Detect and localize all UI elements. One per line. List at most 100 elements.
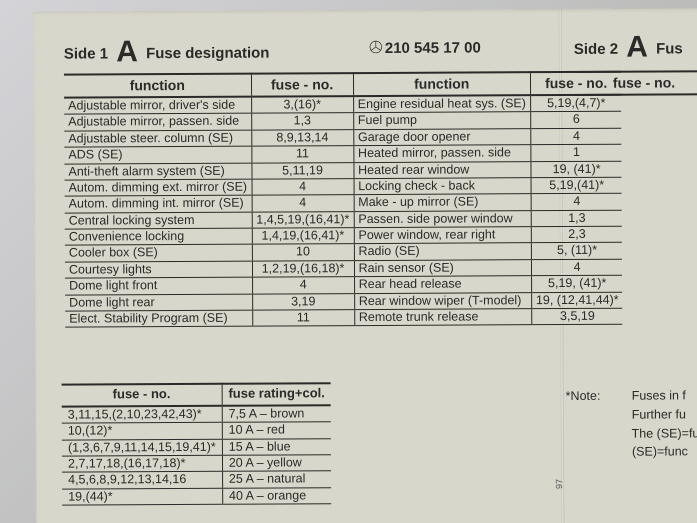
cell-fuseno: 3,(16)* (251, 96, 353, 113)
fuse-card: Side 1 A Fuse designation 210 545 17 00 … (34, 8, 697, 523)
cell-function: Remote trunk release (354, 309, 531, 326)
header-side2: Side 2 A Fus (574, 30, 683, 65)
cell-rating: 10 A – red (222, 422, 331, 439)
header-title: Fus (656, 40, 683, 57)
col-function: function (64, 74, 251, 98)
cell-function: Cooler box (SE) (65, 245, 252, 262)
header-side1: Side 1 A Fuse designation (64, 35, 270, 70)
cell-rating: 25 A – natural (222, 471, 331, 488)
cell-function: Autom. dimming ext. mirror (SE) (65, 179, 252, 196)
cell-fuseno: 2,3 (531, 226, 622, 243)
cell-rating: 40 A – orange (222, 488, 331, 505)
table-row: 3,11,15,(2,10,23,42,43)*7,5 A – brown (62, 405, 331, 423)
cell-fuseno: 1,3 (251, 113, 353, 130)
side-label: Side 1 (64, 45, 108, 62)
table-row: Elect. Stability Program (SE)11Remote tr… (65, 308, 623, 327)
cell-function: Rear window wiper (T-model) (354, 292, 531, 309)
cell-fuseno: 5,19,(4,7)* (530, 95, 621, 112)
cell-function: ADS (SE) (64, 146, 251, 163)
cell-fuseno: 11 (251, 146, 353, 163)
fuse-table-main: function fuse - no. function fuse - no. … (64, 71, 623, 328)
cell-fuseno: 4 (531, 194, 622, 211)
cell-fuseno: 4,5,6,8,9,12,13,14,16 (62, 472, 222, 489)
table-row: 10,(12)*10 A – red (62, 422, 331, 440)
cell-fuseno: 2,7,17,18,(16,17,18)* (62, 455, 222, 472)
cell-fuseno: 19, (12,41,44)* (531, 292, 622, 309)
mercedes-logo-icon (369, 40, 383, 54)
cell-function: Heated rear window (354, 161, 531, 178)
cell-function: Adjustable steer. column (SE) (64, 130, 251, 147)
note-line: The (SE)=func (632, 426, 697, 440)
notes-block: *Note: Fuses in f Further fu The (SE)=fu… (566, 386, 697, 462)
cell-function: Courtesy lights (65, 261, 252, 278)
cell-function: Adjustable mirror, passen. side (64, 114, 251, 131)
cell-fuseno: 19,(44)* (62, 488, 222, 505)
print-code: 97 (554, 479, 564, 489)
fuse-ratings-table: fuse - no. fuse rating+col. 3,11,15,(2,1… (62, 382, 332, 506)
panel-letter: A (112, 35, 142, 68)
cell-fuseno: 1,2,19,(16,18)* (252, 260, 354, 277)
fuse-table-side2: fuse - no. (574, 70, 697, 96)
table-row: 19,(44)*40 A – orange (62, 488, 331, 506)
table-row: 4,5,6,8,9,12,13,14,1625 A – natural (62, 471, 331, 489)
cell-function: Passen. side power window (354, 210, 531, 227)
cell-fuseno: 3,19 (252, 293, 354, 310)
cell-rating: 7,5 A – brown (222, 405, 331, 422)
cell-fuseno: 5,19, (41)* (531, 275, 622, 292)
cell-fuseno: 10 (252, 244, 354, 261)
cell-function: Dome light rear (65, 294, 252, 311)
cell-fuseno: 4 (531, 128, 622, 145)
cell-function: Autom. dimming int. mirror (SE) (65, 195, 252, 212)
note-line: Fuses in f (632, 388, 686, 402)
cell-fuseno: 3,11,15,(2,10,23,42,43)* (62, 406, 222, 424)
cell-fuseno: 4 (531, 259, 622, 276)
cell-function: Make - up mirror (SE) (354, 194, 531, 211)
cell-fuseno: 1,4,5,19,(16,41)* (252, 211, 354, 228)
cell-fuseno: 5,19,(41)* (531, 177, 622, 194)
cell-rating: 20 A – yellow (222, 455, 331, 472)
cell-function: Adjustable mirror, driver's side (64, 97, 251, 115)
cell-function: Radio (SE) (354, 243, 531, 260)
part-number: 210 545 17 00 (369, 39, 481, 57)
cell-fuseno: 5,11,19 (251, 162, 353, 179)
cell-function: Garage door opener (353, 129, 530, 146)
cell-function: Power window, rear right (354, 227, 531, 244)
header-title: Fuse designation (146, 45, 269, 63)
cell-function: Convenience locking (65, 228, 252, 245)
cell-fuseno: 11 (252, 310, 354, 327)
cell-function: Engine residual heat sys. (SE) (353, 95, 530, 113)
cell-fuseno: 1 (531, 144, 622, 161)
col-fuseno: fuse - no. (251, 73, 353, 97)
cell-fuseno: 1,4,19,(16,41)* (252, 228, 354, 245)
cell-fuseno: 10,(12)* (62, 423, 222, 440)
cell-fuseno: 8,9,13,14 (251, 129, 353, 146)
cell-function: Rear head release (354, 276, 531, 293)
cell-fuseno: 19, (41)* (531, 161, 622, 178)
note-line: Further fu (632, 407, 686, 421)
table-row: 2,7,17,18,(16,17,18)*20 A – yellow (62, 455, 331, 473)
col-function: function (353, 72, 530, 96)
cell-fuseno: 1,3 (531, 210, 622, 227)
cell-fuseno: 4 (252, 277, 354, 294)
cell-fuseno: 5, (11)* (531, 243, 622, 260)
cell-function: Heated mirror, passen. side (353, 145, 530, 162)
col-fuseno: fuse - no. (574, 71, 697, 95)
col-rating: fuse rating+col. (222, 383, 331, 406)
note-star: *Note: (566, 389, 601, 403)
cell-function: Anti-theft alarm system (SE) (64, 163, 251, 180)
cell-fuseno: 4 (252, 195, 354, 212)
cell-function: Elect. Stability Program (SE) (65, 310, 252, 327)
cell-fuseno: 3,5,19 (531, 308, 622, 325)
cell-rating: 15 A – blue (222, 438, 331, 455)
cell-fuseno: 4 (252, 179, 354, 196)
panel-letter: A (622, 31, 652, 64)
part-number-text: 210 545 17 00 (385, 39, 481, 57)
table-row: (1,3,6,7,9,11,14,15,19,41)*15 A – blue (62, 438, 331, 456)
note-line: (SE)=func (632, 445, 688, 459)
cell-function: Rain sensor (SE) (354, 260, 531, 277)
cell-function: Dome light front (65, 277, 252, 294)
cell-fuseno: (1,3,6,7,9,11,14,15,19,41)* (62, 439, 222, 456)
cell-function: Fuel pump (353, 112, 530, 129)
cell-function: Locking check - back (354, 178, 531, 195)
cell-function: Central locking system (65, 212, 252, 229)
